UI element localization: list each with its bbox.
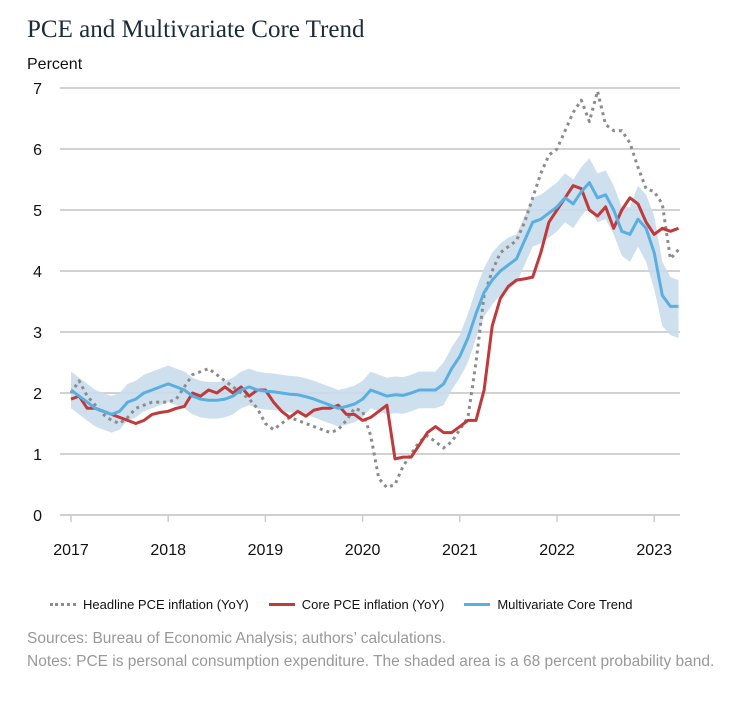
x-tick-label: 2020 [345, 542, 381, 559]
y-tick-label: 5 [33, 203, 42, 220]
y-tick-label: 0 [33, 508, 42, 525]
sources-note: Sources: Bureau of Economic Analysis; au… [27, 630, 446, 647]
legend-item-headline: Headline PCE inflation (YoY) [50, 597, 249, 612]
x-tick-label: 2018 [150, 542, 186, 559]
probability-band [71, 158, 679, 433]
x-tick-label: 2017 [53, 542, 89, 559]
series-line-trend [70, 181, 679, 416]
y-tick-label: 7 [33, 81, 42, 98]
y-axis-label: Percent [27, 56, 83, 73]
x-tick-label: 2022 [539, 542, 575, 559]
y-tick-label: 4 [33, 264, 42, 281]
y-tick-label: 3 [33, 325, 42, 342]
chart-title: PCE and Multivariate Core Trend [27, 16, 365, 43]
notes-text: Notes: PCE is personal consumption expen… [27, 653, 715, 670]
x-tick-label: 2019 [248, 542, 284, 559]
x-tick-label: 2021 [442, 542, 478, 559]
legend-swatch-trend [464, 603, 491, 606]
legend-item-core: Core PCE inflation (YoY) [268, 597, 445, 612]
y-tick-label: 2 [33, 386, 42, 403]
legend: Headline PCE inflation (YoY) Core PCE in… [50, 597, 632, 612]
y-tick-label: 6 [33, 142, 42, 159]
series-line-core [70, 184, 680, 461]
legend-label-headline: Headline PCE inflation (YoY) [83, 597, 249, 612]
x-tick-label: 2023 [636, 542, 672, 559]
legend-label-trend: Multivariate Core Trend [497, 597, 633, 612]
y-tick-label: 1 [33, 447, 42, 464]
legend-label-core: Core PCE inflation (YoY) [301, 597, 445, 612]
legend-swatch-headline [50, 603, 76, 606]
legend-swatch-core [268, 603, 295, 606]
series-line-headline [69, 89, 680, 490]
chart-plot: 0 1 2 3 4 5 6 7 2017 2018 2019 2020 2021 2022 2023 [33, 81, 680, 559]
legend-item-trend: Multivariate Core Trend [464, 597, 632, 612]
